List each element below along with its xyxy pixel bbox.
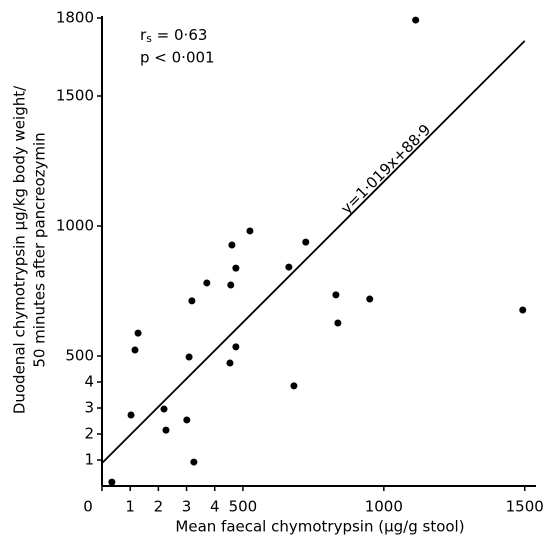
point	[162, 426, 170, 434]
point	[160, 405, 168, 413]
fit-label: y=1·019x+88·9	[337, 121, 434, 218]
point	[285, 263, 293, 271]
x-tick-label: 4	[210, 498, 220, 516]
y-tick-label: 4	[84, 373, 94, 391]
point	[519, 306, 527, 314]
point	[227, 281, 235, 289]
point	[203, 279, 211, 287]
annotation-text: = 0·63	[152, 26, 208, 44]
y-tick-label: 3	[84, 399, 94, 417]
point	[332, 291, 340, 299]
point	[246, 227, 254, 235]
point	[228, 241, 236, 249]
x-tick-label: 2	[154, 498, 164, 516]
point	[232, 264, 240, 272]
y-tick-label: 1800	[56, 9, 94, 27]
point	[134, 329, 142, 337]
fit-line	[101, 40, 526, 464]
point	[108, 478, 116, 486]
x-tick-label: 3	[182, 498, 192, 516]
x-tick-label: 1000	[365, 498, 403, 516]
y-tick-label: 500	[65, 347, 94, 365]
y-tick-label: 1	[84, 451, 94, 469]
point	[131, 346, 139, 354]
x-tick-label: 1	[125, 498, 135, 516]
x-tick-label: 500	[229, 498, 258, 516]
y-tick-label: 1500	[56, 87, 94, 105]
point	[190, 458, 198, 466]
point	[290, 382, 298, 390]
y-tick-label: 2	[84, 425, 94, 443]
y-axis-label: Duodenal chymotrypsin µg/kg body weight/	[11, 85, 29, 414]
point	[302, 238, 310, 246]
point	[183, 416, 191, 424]
point	[366, 295, 374, 303]
y-tick-label: 1000	[56, 217, 94, 235]
y-axis-label: 50 minutes after pancreozymin	[31, 132, 49, 367]
annotation: rs = 0·63	[140, 26, 207, 46]
point	[185, 353, 193, 361]
x-tick-label: 0	[83, 498, 93, 516]
point	[188, 297, 196, 305]
point	[127, 411, 135, 419]
annotation-text: r	[140, 26, 147, 44]
annotation-text: s	[146, 32, 152, 45]
point	[334, 319, 342, 327]
x-axis-label: Mean faecal chymotrypsin (µg/g stool)	[175, 518, 464, 536]
x-tick-label: 1500	[506, 498, 544, 516]
annotation: p < 0·001	[140, 49, 215, 67]
point	[232, 343, 240, 351]
point	[226, 359, 234, 367]
point	[412, 16, 420, 24]
